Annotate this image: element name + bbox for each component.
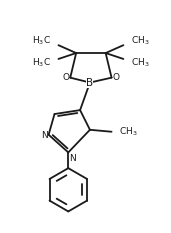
Text: O: O [62, 73, 69, 82]
Text: H$_3$C: H$_3$C [32, 35, 51, 48]
Text: CH$_3$: CH$_3$ [119, 126, 138, 138]
Text: CH$_3$: CH$_3$ [131, 57, 150, 69]
Text: H$_3$C: H$_3$C [32, 57, 51, 69]
Text: CH$_3$: CH$_3$ [131, 35, 150, 48]
Text: N: N [41, 131, 48, 140]
Text: B: B [86, 78, 94, 88]
Text: N: N [69, 154, 76, 163]
Text: O: O [113, 73, 120, 82]
